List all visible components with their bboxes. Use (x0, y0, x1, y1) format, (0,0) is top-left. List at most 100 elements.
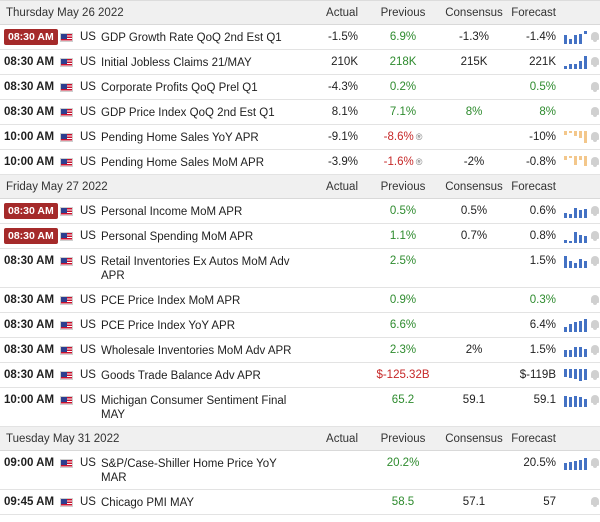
sparkline (556, 319, 590, 332)
history-chart[interactable] (556, 106, 590, 119)
event-row[interactable]: 08:30 AM US GDP Price Index QoQ 2nd Est Q1… (0, 100, 600, 125)
bell-icon[interactable] (590, 458, 600, 469)
chart-bar (569, 324, 572, 332)
event-time: 08:30 AM (4, 255, 55, 267)
bell-cell[interactable] (590, 457, 600, 469)
event-name[interactable]: Chicago PMI MAY (101, 497, 195, 509)
bell-cell[interactable] (590, 496, 600, 508)
history-chart[interactable] (556, 457, 590, 470)
bell-cell[interactable] (590, 369, 600, 381)
history-chart[interactable] (556, 56, 590, 69)
event-name[interactable]: Pending Home Sales YoY APR (101, 132, 259, 144)
forecast-value: 59.1 (533, 394, 556, 406)
bell-icon[interactable] (590, 345, 600, 356)
chart-bar (579, 156, 582, 160)
history-chart[interactable] (556, 255, 590, 268)
event-row[interactable]: 08:30 AM US Retail Inventories Ex Autos Mo… (0, 249, 600, 288)
event-row[interactable]: 10:00 AM US Pending Home Sales YoY APR -9.1… (0, 125, 600, 150)
event-name[interactable]: Goods Trade Balance Adv APR (101, 370, 261, 382)
history-chart[interactable] (556, 205, 590, 218)
event-name[interactable]: Personal Income MoM APR (101, 206, 243, 218)
history-chart[interactable] (556, 81, 590, 94)
bell-cell[interactable] (590, 394, 600, 406)
bell-icon[interactable] (590, 206, 600, 217)
bell-icon[interactable] (590, 256, 600, 267)
country-code: US (80, 344, 96, 356)
event-row[interactable]: 08:30 AM US Corporate Profits QoQ Prel Q1 -… (0, 75, 600, 100)
bell-cell[interactable] (590, 81, 600, 93)
sparkline (556, 255, 590, 268)
event-name[interactable]: GDP Price Index QoQ 2nd Est Q1 (101, 107, 275, 119)
history-chart[interactable] (556, 319, 590, 332)
event-row[interactable]: 08:30 AM US PCE Price Index MoM APR 0.9% 0.3… (0, 288, 600, 313)
event-name[interactable]: GDP Growth Rate QoQ 2nd Est Q1 (101, 32, 282, 44)
bell-icon[interactable] (590, 370, 600, 381)
bell-icon[interactable] (590, 395, 600, 406)
bell-cell[interactable] (590, 156, 600, 168)
event-time: 10:00 AM (4, 156, 55, 168)
previous-cell: 218K (362, 56, 444, 68)
bell-cell[interactable] (590, 131, 600, 143)
history-chart[interactable] (556, 496, 590, 509)
forecast-value: 0.8% (529, 230, 556, 242)
event-name[interactable]: Retail Inventories Ex Autos MoM Adv APR (101, 256, 290, 282)
flag-cell (60, 56, 80, 67)
bell-icon[interactable] (590, 57, 600, 68)
event-name[interactable]: Personal Spending MoM APR (101, 231, 254, 243)
bell-cell[interactable] (590, 319, 600, 331)
bell-icon[interactable] (590, 295, 600, 306)
event-row[interactable]: 08:30 AM US Goods Trade Balance Adv APR $-1… (0, 363, 600, 388)
event-row[interactable]: 08:30 AM US Personal Income MoM APR 0.5% 0.5… (0, 199, 600, 224)
bell-icon[interactable] (590, 107, 600, 118)
event-row[interactable]: 08:30 AM US Wholesale Inventories MoM Adv … (0, 338, 600, 363)
bell-cell[interactable] (590, 230, 600, 242)
event-row[interactable]: 08:30 AM US Personal Spending MoM APR 1.1% 0… (0, 224, 600, 249)
event-name[interactable]: Michigan Consumer Sentiment Final MAY (101, 395, 287, 421)
sparkline (556, 131, 590, 144)
bell-cell[interactable] (590, 106, 600, 118)
history-chart[interactable] (556, 156, 590, 169)
us-flag-icon (60, 58, 73, 67)
event-row[interactable]: 09:45 AM US Chicago PMI MAY 58.5 57.1 57 (0, 490, 600, 515)
event-name[interactable]: Initial Jobless Claims 21/MAY (101, 57, 252, 69)
bell-icon[interactable] (590, 320, 600, 331)
bell-icon[interactable] (590, 157, 600, 168)
history-chart[interactable] (556, 230, 590, 243)
history-chart[interactable] (556, 394, 590, 407)
bell-cell[interactable] (590, 344, 600, 356)
event-name[interactable]: PCE Price Index MoM APR (101, 295, 241, 307)
event-row[interactable]: 10:00 AM US Pending Home Sales MoM APR -3.9… (0, 150, 600, 175)
bell-cell[interactable] (590, 255, 600, 267)
event-name[interactable]: Corporate Profits QoQ Prel Q1 (101, 82, 258, 94)
previous-cell: $-125.32B (362, 369, 444, 381)
event-row[interactable]: 09:00 AM US S&P/Case-Shiller Home Price Yo… (0, 451, 600, 490)
col-header-previous: Previous (380, 432, 426, 445)
previous-value: 6.9% (389, 31, 417, 43)
bell-cell[interactable] (590, 294, 600, 306)
event-name[interactable]: S&P/Case-Shiller Home Price YoY MAR (101, 458, 277, 484)
history-chart[interactable] (556, 294, 590, 307)
us-flag-icon (60, 296, 73, 305)
history-chart[interactable] (556, 344, 590, 357)
bell-cell[interactable] (590, 56, 600, 68)
bell-icon[interactable] (590, 497, 600, 508)
event-name[interactable]: PCE Price Index YoY APR (101, 320, 236, 332)
event-row[interactable]: 10:00 AM US Michigan Consumer Sentiment Fi… (0, 388, 600, 427)
event-name[interactable]: Wholesale Inventories MoM Adv APR (101, 345, 292, 357)
history-chart[interactable] (556, 31, 590, 44)
event-row[interactable]: 08:30 AM US PCE Price Index YoY APR 6.6% 6.4… (0, 313, 600, 338)
bell-icon[interactable] (590, 82, 600, 93)
event-row[interactable]: 08:30 AM US Initial Jobless Claims 21/MAY 2… (0, 50, 600, 75)
history-chart[interactable] (556, 131, 590, 144)
bell-cell[interactable] (590, 31, 600, 43)
bell-icon[interactable] (590, 231, 600, 242)
history-chart[interactable] (556, 369, 590, 382)
bell-icon[interactable] (590, 32, 600, 43)
chart-bar (569, 261, 572, 268)
bell-icon[interactable] (590, 132, 600, 143)
chart-bar (569, 39, 572, 44)
event-name[interactable]: Pending Home Sales MoM APR (101, 157, 264, 169)
bell-cell[interactable] (590, 205, 600, 217)
event-row[interactable]: 08:30 AM US GDP Growth Rate QoQ 2nd Est Q1… (0, 25, 600, 50)
col-header-forecast: Forecast (511, 432, 556, 445)
